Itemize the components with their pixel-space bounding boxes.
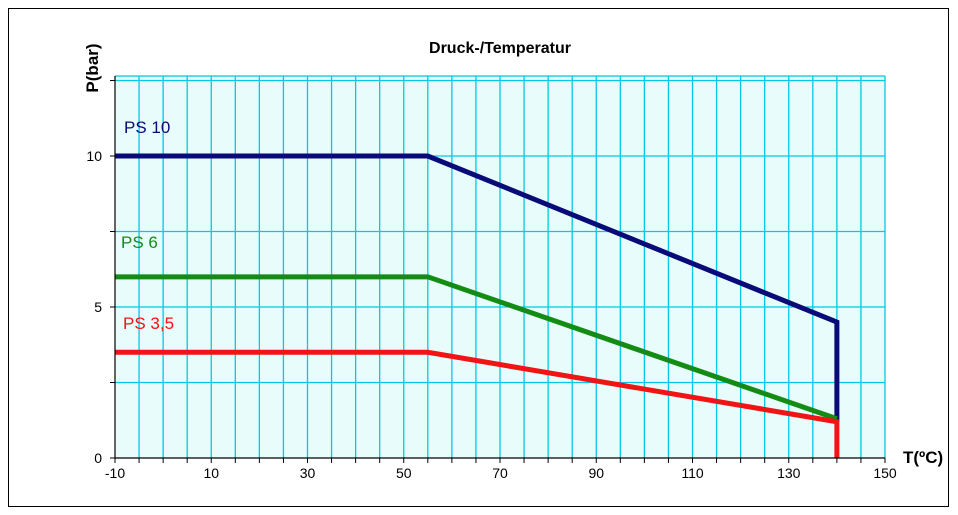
x-tick-label: 90	[588, 465, 604, 481]
x-tick-label: 10	[203, 465, 219, 481]
series-line-0	[115, 153, 840, 422]
y-tick-label: 10	[86, 148, 102, 164]
x-tick-label: 150	[873, 465, 897, 481]
y-tick-label: 5	[94, 299, 102, 315]
series-group	[115, 153, 840, 458]
x-tick-label: 110	[681, 465, 704, 481]
series-label-1: PS 6	[121, 233, 158, 252]
x-tick-label: 70	[492, 465, 508, 481]
chart-title: Druck-/Temperatur	[429, 40, 571, 57]
series-label-2: PS 3,5	[123, 314, 174, 333]
y-axis-title: P(bar)	[83, 43, 102, 92]
x-tick-label: 50	[396, 465, 412, 481]
series-line-2	[115, 349, 840, 458]
x-tick-label: 130	[777, 465, 801, 481]
x-axis-title: T(ºC)	[903, 448, 943, 467]
series-line-1	[115, 274, 838, 422]
grid	[115, 75, 886, 458]
x-tick-label: 30	[300, 465, 316, 481]
tick-labels: -10 10 30 50 70 90 110 130 150 0 5 10	[86, 148, 896, 481]
axis-ticks	[110, 80, 886, 463]
x-tick-label: -10	[105, 465, 125, 481]
series-labels: PS 10 PS 6 PS 3,5	[121, 118, 174, 333]
y-tick-label: 0	[94, 450, 102, 466]
series-label-0: PS 10	[124, 118, 170, 137]
